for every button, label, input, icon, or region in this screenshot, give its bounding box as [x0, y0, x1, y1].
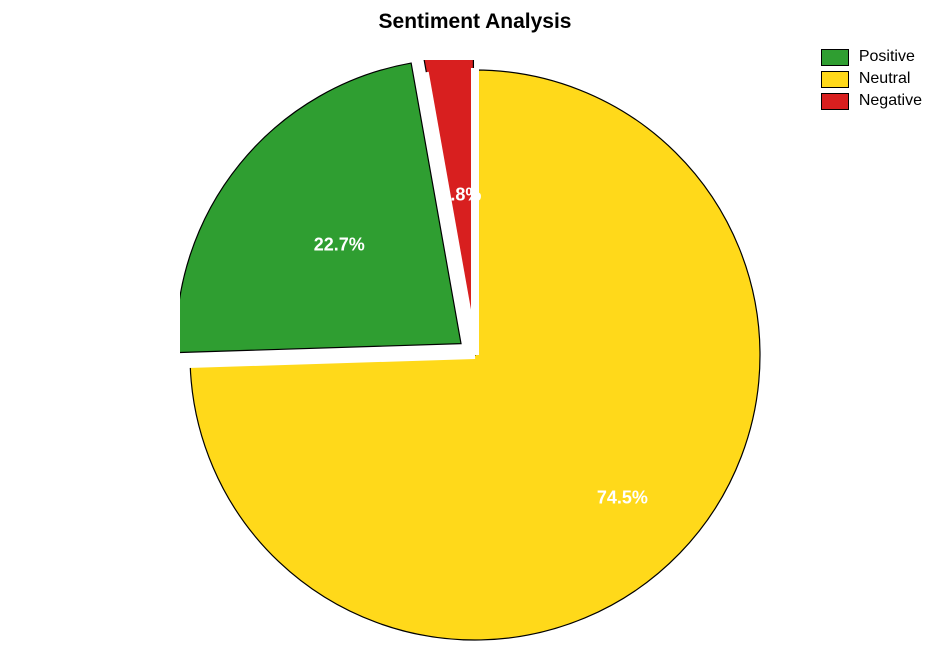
legend-item-negative: Negative [821, 92, 922, 110]
legend-label-neutral: Neutral [859, 70, 911, 88]
legend-swatch-neutral [821, 71, 849, 88]
pie-svg [180, 60, 770, 650]
legend-item-neutral: Neutral [821, 70, 922, 88]
legend-label-negative: Negative [859, 92, 922, 110]
pie-chart: 74.5%22.7%2.8% [180, 60, 770, 650]
legend-swatch-negative [821, 93, 849, 110]
legend-label-positive: Positive [859, 48, 915, 66]
pie-slice-positive [180, 63, 461, 353]
legend-swatch-positive [821, 49, 849, 66]
legend: Positive Neutral Negative [821, 48, 922, 114]
chart-title: Sentiment Analysis [0, 10, 950, 34]
legend-item-positive: Positive [821, 48, 922, 66]
